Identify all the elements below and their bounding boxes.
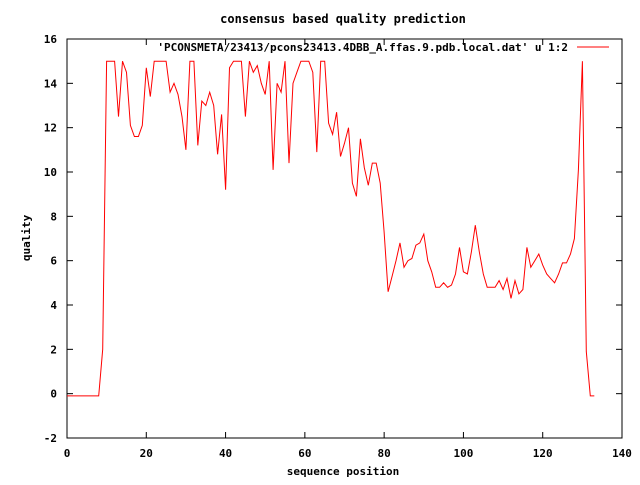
plot-area-frame [66, 38, 623, 439]
series-line-quality [67, 60, 595, 397]
x-tick-label: 100 [453, 447, 473, 460]
axis-tick-labels: 0 20 40 60 80 100 120 140 -2 0 2 4 6 8 10 12 14 16 [44, 33, 632, 460]
y-tick-label: 14 [44, 77, 58, 90]
x-tick-label: 40 [219, 447, 232, 460]
x-tick-label: 20 [140, 447, 153, 460]
legend-label: 'PCONSMETA/23413/pcons23413.4DBB_A.ffas.… [157, 41, 568, 54]
y-tick-label: 0 [50, 388, 57, 401]
y-axis-label: quality [20, 214, 33, 261]
y-tick-label: 6 [50, 255, 57, 268]
legend: 'PCONSMETA/23413/pcons23413.4DBB_A.ffas.… [157, 41, 609, 54]
chart-title: consensus based quality prediction [220, 12, 466, 26]
x-tick-label: 140 [612, 447, 632, 460]
y-tick-label: -2 [44, 432, 57, 445]
x-axis-label: sequence position [287, 465, 400, 478]
axis-ticks [66, 38, 623, 439]
x-tick-label: 60 [298, 447, 311, 460]
x-tick-label: 80 [378, 447, 391, 460]
y-tick-label: 12 [44, 122, 57, 135]
x-tick-label: 0 [64, 447, 71, 460]
x-tick-label: 120 [533, 447, 553, 460]
y-tick-label: 8 [50, 210, 57, 223]
y-tick-label: 4 [50, 299, 57, 312]
y-tick-label: 2 [50, 343, 57, 356]
y-tick-label: 10 [44, 166, 57, 179]
y-tick-label: 16 [44, 33, 58, 46]
